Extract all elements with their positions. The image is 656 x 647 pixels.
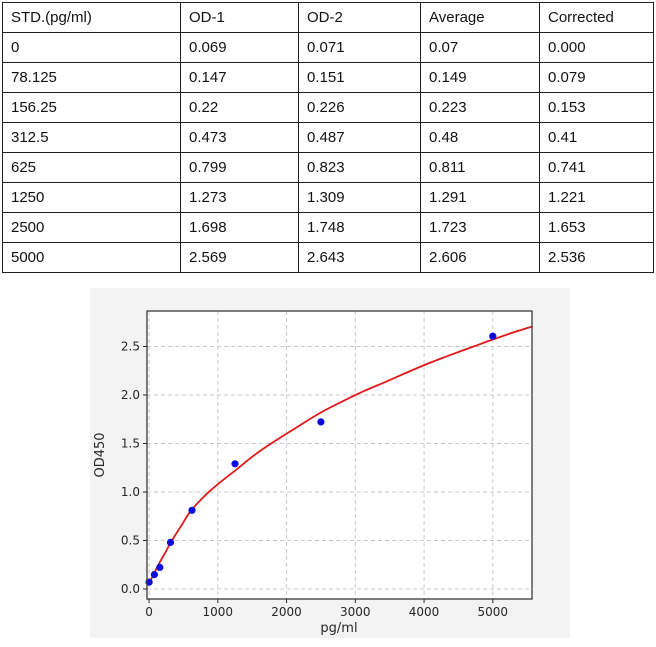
x-tick-label: 1000 bbox=[203, 605, 234, 619]
fitted-curve bbox=[148, 325, 533, 585]
data-point bbox=[231, 460, 239, 468]
table-cell: 2500 bbox=[2, 212, 181, 243]
table-cell: 0.151 bbox=[298, 62, 421, 93]
data-point bbox=[317, 418, 325, 426]
table-cell: 0.07 bbox=[420, 32, 540, 63]
table-cell: 0.41 bbox=[539, 122, 654, 153]
table-cell: 0.473 bbox=[180, 122, 299, 153]
table-cell: 0.223 bbox=[420, 92, 540, 123]
table-cell: 0.153 bbox=[539, 92, 654, 123]
table-header-row: STD.(pg/ml) OD-1 OD-2 Average Corrected bbox=[2, 2, 654, 33]
y-tick-label: 0.5 bbox=[121, 534, 140, 548]
table-cell: 625 bbox=[2, 152, 181, 183]
table-cell: 0.071 bbox=[298, 32, 421, 63]
table-cell: 0.741 bbox=[539, 152, 654, 183]
table-cell: 0.000 bbox=[539, 32, 654, 63]
table-cell: 1.291 bbox=[420, 182, 540, 213]
table-cell: 0.149 bbox=[420, 62, 540, 93]
plot-border bbox=[146, 310, 533, 600]
table-cell: 0.487 bbox=[298, 122, 421, 153]
table-row: 2500 1.698 1.748 1.723 1.653 bbox=[2, 212, 654, 243]
table-row: 156.25 0.22 0.226 0.223 0.153 bbox=[2, 92, 654, 123]
x-tick-label: 0 bbox=[145, 605, 153, 619]
table-cell: 1.653 bbox=[539, 212, 654, 243]
standard-curve-figure: 0 1000 2000 3000 4000 5000 0.0 0.5 1.0 1.5 2.0 2.5 … bbox=[90, 288, 570, 638]
table-cell: 1250 bbox=[2, 182, 181, 213]
table-cell: 2.643 bbox=[298, 242, 421, 273]
y-tick-label: 0.0 bbox=[121, 582, 140, 596]
table-cell: 2.569 bbox=[180, 242, 299, 273]
table-cell: 5000 bbox=[2, 242, 181, 273]
table-body: 0 0.069 0.071 0.07 0.000 78.125 0.147 0.151 0.14… bbox=[2, 32, 654, 273]
x-axis-label: pg/ml bbox=[320, 621, 357, 636]
standards-table: STD.(pg/ml) OD-1 OD-2 Average Corrected 0 0.0… bbox=[2, 2, 654, 273]
data-point bbox=[489, 332, 497, 340]
data-point bbox=[150, 571, 158, 579]
plot-area bbox=[147, 311, 532, 599]
table-cell: 2.606 bbox=[420, 242, 540, 273]
table-row: 625 0.799 0.823 0.811 0.741 bbox=[2, 152, 654, 183]
table-cell: 1.723 bbox=[420, 212, 540, 243]
data-point bbox=[188, 506, 196, 514]
header-cell: OD-1 bbox=[180, 2, 299, 33]
table-cell: 0.22 bbox=[180, 92, 299, 123]
table-cell: 0.069 bbox=[180, 32, 299, 63]
table-row: 78.125 0.147 0.151 0.149 0.079 bbox=[2, 62, 654, 93]
x-tick-label: 5000 bbox=[478, 605, 509, 619]
table-cell: 1.698 bbox=[180, 212, 299, 243]
y-tick-label: 2.0 bbox=[121, 388, 140, 402]
table-cell: 2.536 bbox=[539, 242, 654, 273]
header-cell: Corrected bbox=[539, 2, 654, 33]
table-cell: 0 bbox=[2, 32, 181, 63]
data-point bbox=[166, 538, 175, 546]
table-cell: 0.823 bbox=[298, 152, 421, 183]
table-row: 312.5 0.473 0.487 0.48 0.41 bbox=[2, 122, 654, 153]
header-cell: OD-2 bbox=[298, 2, 421, 33]
y-tick-label: 1.5 bbox=[121, 437, 140, 451]
x-tick-label: 2000 bbox=[271, 605, 302, 619]
table-cell: 1.309 bbox=[298, 182, 421, 213]
table-cell: 78.125 bbox=[2, 62, 181, 93]
table-row: 0 0.069 0.071 0.07 0.000 bbox=[2, 32, 654, 63]
table-row: 5000 2.569 2.643 2.606 2.536 bbox=[2, 242, 654, 273]
x-tick-label: 3000 bbox=[340, 605, 371, 619]
table-cell: 0.799 bbox=[180, 152, 299, 183]
table-cell: 312.5 bbox=[2, 122, 181, 153]
data-point bbox=[156, 563, 164, 571]
table-cell: 0.079 bbox=[539, 62, 654, 93]
table-cell: 0.811 bbox=[420, 152, 540, 183]
chart-canvas: 0 1000 2000 3000 4000 5000 0.0 0.5 1.0 1.5 2.0 2.5 bbox=[90, 288, 570, 638]
table-cell: 156.25 bbox=[2, 92, 181, 123]
standard-curve-chart: 0 1000 2000 3000 4000 50000.00.51.01.52.02.5 … bbox=[90, 288, 570, 638]
y-tick-label: 1.0 bbox=[121, 485, 140, 499]
table-cell: 1.273 bbox=[180, 182, 299, 213]
y-tick-label: 2.5 bbox=[121, 340, 140, 354]
x-tick-label: 4000 bbox=[409, 605, 440, 619]
table-cell: 0.48 bbox=[420, 122, 540, 153]
header-cell: Average bbox=[420, 2, 540, 33]
table-cell: 0.226 bbox=[298, 92, 421, 123]
table-cell: 0.147 bbox=[180, 62, 299, 93]
table-cell: 1.221 bbox=[539, 182, 654, 213]
table-cell: 1.748 bbox=[298, 212, 421, 243]
table-row: 1250 1.273 1.309 1.291 1.221 bbox=[2, 182, 654, 213]
y-axis-label: OD450 bbox=[93, 432, 108, 477]
header-cell: STD.(pg/ml) bbox=[2, 2, 181, 33]
